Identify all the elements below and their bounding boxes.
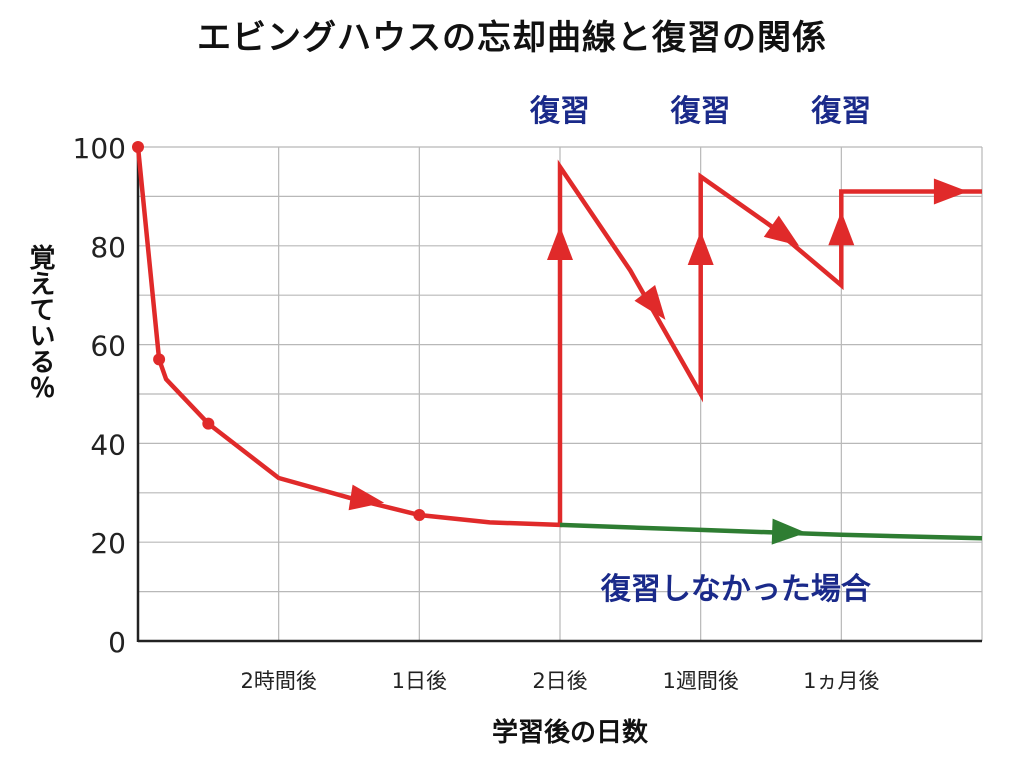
x-tick-label: 1週間後 (662, 669, 738, 693)
y-tick-label: 40 (90, 428, 126, 461)
y-tick-label: 0 (108, 626, 126, 659)
chart-title: エビングハウスの忘却曲線と復習の関係 (197, 18, 827, 58)
arrowhead (771, 518, 807, 545)
arrowhead (763, 215, 800, 246)
x-axis-label: 学習後の日数 (491, 718, 648, 748)
x-tick-label: 1日後 (392, 669, 447, 693)
data-point (413, 509, 426, 522)
arrowhead (348, 484, 385, 511)
y-axis-label: 覚えている％ (25, 244, 55, 400)
series-line-1 (135, 146, 982, 528)
review-label: 復習 (529, 94, 590, 129)
data-point (132, 141, 144, 153)
point-markers (132, 141, 426, 522)
x-tick-label: 1ヵ月後 (803, 669, 879, 693)
arrowhead (933, 178, 968, 205)
x-tick-label: 2日後 (532, 669, 587, 693)
data-point (202, 417, 215, 430)
series-line-2 (559, 522, 983, 541)
arrowhead (828, 211, 855, 246)
y-tick-label: 80 (90, 231, 126, 264)
y-tick-label: 100 (73, 132, 126, 165)
tick-labels: 0 20 40 60 80 100 2時間後 1日後 2日後 1週間後 1ヵ月後 (73, 132, 880, 693)
arrowhead (547, 226, 573, 260)
y-tick-label: 20 (90, 527, 126, 560)
y-tick-label: 60 (90, 330, 126, 363)
arrowhead (687, 231, 714, 265)
review-label: 復習 (670, 94, 731, 129)
no-review-label: 復習しなかった場合 (600, 572, 871, 607)
arrowhead (634, 285, 666, 320)
axes (136, 147, 982, 643)
arrows (348, 178, 968, 545)
review-label: 復習 (810, 94, 871, 129)
data-point (153, 353, 166, 366)
series-lines (135, 146, 983, 541)
x-tick-label: 2時間後 (240, 669, 316, 693)
